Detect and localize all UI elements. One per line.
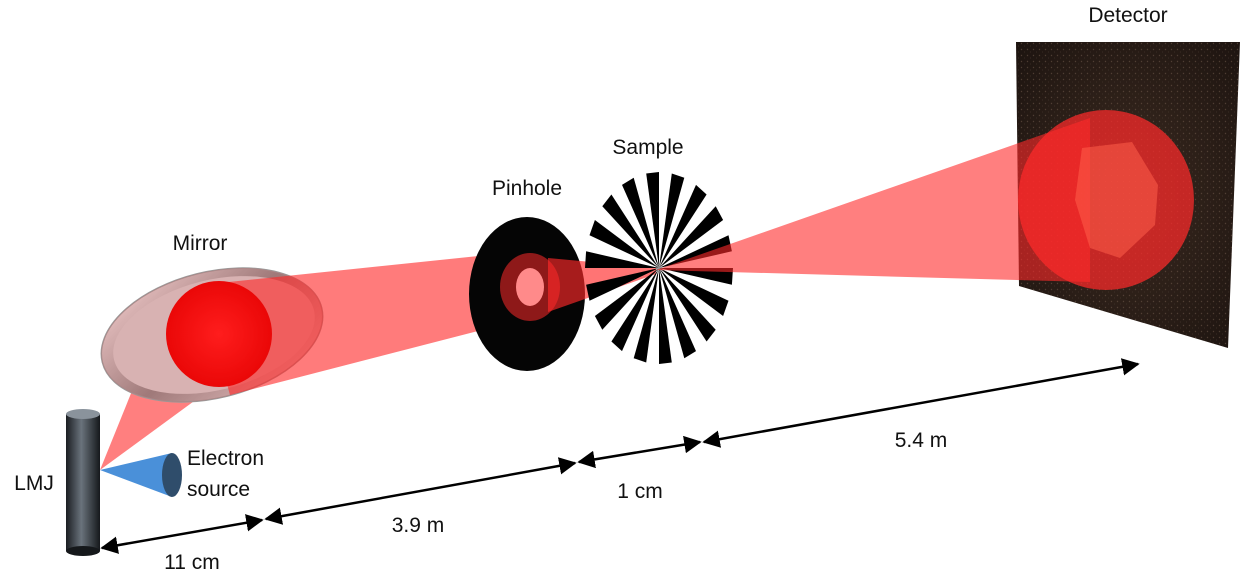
pinhole-aperture: [516, 268, 544, 306]
lmj-cylinder-bottom: [66, 546, 100, 556]
siemens-star-spoke: [633, 268, 659, 363]
label-pinhole: Pinhole: [492, 177, 562, 200]
siemens-star-spoke: [589, 220, 659, 268]
siemens-star-spoke: [659, 235, 732, 268]
label-lmj: LMJ: [14, 472, 54, 495]
arrow-mirror-to-pinhole: [264, 457, 577, 525]
distance-pinhole-to-sample: 1 cm: [617, 480, 663, 503]
label-mirror: Mirror: [173, 232, 228, 255]
mirror-beam-spot: [166, 281, 272, 387]
mirror-beam-halo: [101, 268, 323, 402]
sample-siemens-star: [585, 172, 733, 364]
lmj-cylinder-body: [66, 414, 100, 551]
distance-sample-to-detector: 5.4 m: [895, 429, 948, 452]
arrow-lmj-to-mirror: [100, 514, 264, 554]
siemens-star-spoke: [659, 268, 696, 359]
label-detector: Detector: [1088, 4, 1167, 27]
lmj-liquid-metal-jet: [66, 409, 100, 556]
label-electron-source-line2: source: [187, 478, 250, 501]
siemens-star-spoke: [602, 194, 659, 268]
siemens-star-spoke: [659, 268, 733, 285]
distance-mirror-to-pinhole: 3.9 m: [392, 514, 445, 537]
electron-source: [100, 453, 182, 497]
arrow-pinhole-to-sample: [577, 435, 702, 469]
siemens-star-spoke: [646, 172, 659, 268]
beam-sample-to-detector: [656, 118, 1090, 282]
distance-lmj-to-mirror: 11 cm: [164, 551, 220, 574]
electron-source-cone: [100, 453, 172, 497]
pinhole: [469, 217, 585, 371]
siemens-star-spoke: [585, 251, 659, 268]
siemens-star-spoke: [659, 206, 724, 268]
siemens-star-spoke: [659, 173, 685, 268]
arrow-sample-to-detector: [702, 358, 1140, 448]
siemens-star-spoke: [659, 184, 707, 268]
detector-diffraction-pattern: [1075, 142, 1158, 258]
siemens-star-spoke: [622, 177, 659, 268]
lmj-cylinder-top: [66, 409, 100, 419]
siemens-star-spoke: [659, 268, 716, 342]
electron-source-base: [162, 453, 182, 497]
siemens-star-spoke: [586, 268, 659, 301]
siemens-star-spoke: [611, 268, 659, 352]
label-sample: Sample: [612, 136, 683, 159]
siemens-star-spoke: [659, 268, 729, 316]
label-electron-source-line1: Electron: [187, 447, 264, 470]
beam-mirror-to-pinhole: [200, 250, 536, 395]
siemens-star-spoke: [659, 268, 672, 364]
siemens-star-spoke: [594, 268, 659, 330]
